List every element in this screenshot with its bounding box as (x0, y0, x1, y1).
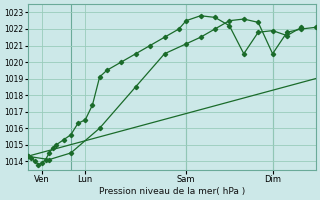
X-axis label: Pression niveau de la mer( hPa ): Pression niveau de la mer( hPa ) (99, 187, 245, 196)
